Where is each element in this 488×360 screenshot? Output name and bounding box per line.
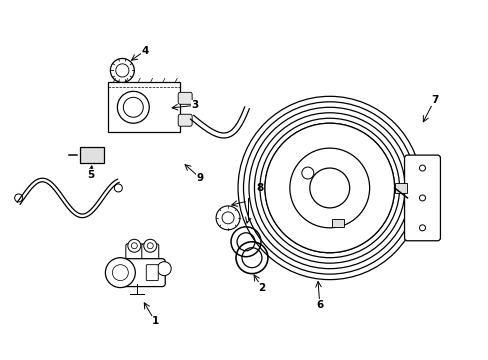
Circle shape bbox=[301, 167, 313, 179]
Circle shape bbox=[123, 97, 143, 117]
Text: 1: 1 bbox=[151, 316, 159, 327]
FancyBboxPatch shape bbox=[178, 92, 192, 104]
Text: 6: 6 bbox=[316, 300, 323, 310]
Circle shape bbox=[110, 58, 134, 82]
Circle shape bbox=[117, 91, 149, 123]
Circle shape bbox=[143, 239, 157, 252]
Circle shape bbox=[147, 243, 153, 249]
FancyBboxPatch shape bbox=[108, 82, 180, 132]
Text: 8: 8 bbox=[256, 183, 263, 193]
Circle shape bbox=[114, 184, 122, 192]
Circle shape bbox=[15, 194, 22, 202]
Circle shape bbox=[419, 165, 425, 171]
Circle shape bbox=[131, 243, 137, 249]
Circle shape bbox=[419, 225, 425, 231]
FancyBboxPatch shape bbox=[331, 219, 343, 227]
Circle shape bbox=[105, 258, 135, 288]
FancyBboxPatch shape bbox=[394, 183, 406, 193]
Circle shape bbox=[116, 64, 129, 77]
FancyBboxPatch shape bbox=[81, 147, 104, 163]
Circle shape bbox=[264, 123, 394, 253]
Text: 3: 3 bbox=[191, 100, 198, 110]
Circle shape bbox=[419, 195, 425, 201]
Text: 4: 4 bbox=[142, 45, 149, 55]
FancyBboxPatch shape bbox=[178, 114, 192, 126]
Circle shape bbox=[157, 262, 171, 276]
Circle shape bbox=[309, 168, 349, 208]
Text: 5: 5 bbox=[87, 170, 94, 180]
FancyBboxPatch shape bbox=[125, 244, 142, 270]
Circle shape bbox=[112, 265, 128, 280]
Text: 7: 7 bbox=[430, 95, 437, 105]
FancyBboxPatch shape bbox=[119, 259, 165, 287]
Circle shape bbox=[127, 239, 141, 252]
FancyBboxPatch shape bbox=[146, 265, 158, 280]
FancyBboxPatch shape bbox=[404, 155, 440, 241]
Text: 9: 9 bbox=[196, 173, 203, 183]
Circle shape bbox=[216, 206, 240, 230]
Circle shape bbox=[222, 212, 234, 224]
Text: 2: 2 bbox=[258, 283, 265, 293]
FancyBboxPatch shape bbox=[142, 244, 159, 270]
